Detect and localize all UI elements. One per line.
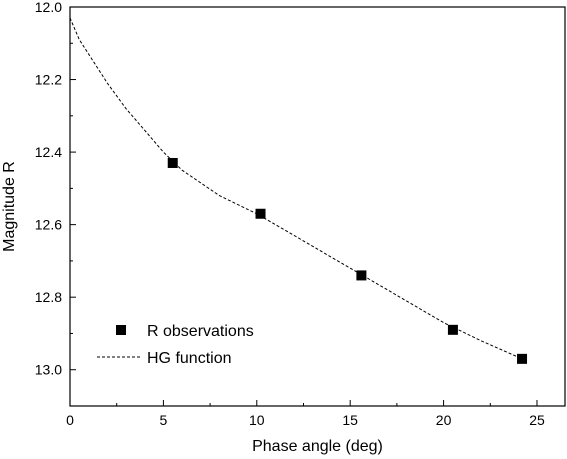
fit-curve-layer (69, 17, 523, 360)
x-tick-label: 25 (529, 412, 545, 428)
y-tick-label: 12.4 (35, 144, 62, 160)
ticks-layer: 0 5 10 15 20 25 12.0 12.2 12.4 12.6 12.8 13.0 (35, 0, 545, 428)
legend-marker-square (116, 325, 126, 335)
x-tick-label: 5 (159, 412, 167, 428)
x-axis-label: Phase angle (deg) (252, 438, 383, 455)
legend-label-observations: R observations (147, 323, 254, 340)
x-tick-label: 0 (66, 412, 74, 428)
x-tick-label: 20 (436, 412, 452, 428)
observation-point (167, 157, 178, 168)
hg-function-curve (69, 17, 523, 360)
y-axis-label: Magnitude R (1, 161, 18, 252)
observation-point (517, 353, 528, 364)
x-tick-label: 15 (342, 412, 358, 428)
observation-points-layer (167, 157, 528, 364)
legend-label-hg-function: HG function (147, 350, 231, 367)
y-tick-label: 12.0 (35, 0, 62, 15)
observation-point (356, 270, 367, 281)
y-tick-label: 12.6 (35, 217, 62, 233)
y-tick-label: 12.8 (35, 289, 62, 305)
y-tick-label: 12.2 (35, 72, 62, 88)
observation-point (255, 208, 266, 219)
plot-area-frame (69, 6, 566, 407)
x-tick-label: 10 (249, 412, 265, 428)
legend: R observations HG function (97, 323, 254, 367)
y-tick-label: 13.0 (35, 362, 62, 378)
observation-point (447, 324, 458, 335)
